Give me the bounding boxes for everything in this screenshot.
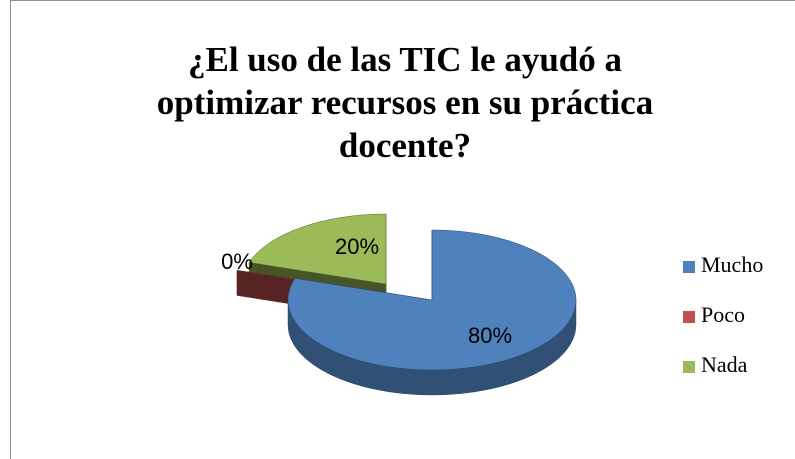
pie-slice	[287, 229, 577, 396]
slice-top	[248, 213, 387, 285]
legend-swatch	[683, 361, 695, 373]
data-label: 80%	[468, 323, 512, 348]
chart-title: ¿El uso de las TIC le ayudó a optimizar …	[156, 40, 654, 165]
data-label: 20%	[335, 234, 379, 259]
slice-top	[287, 229, 577, 371]
legend-swatch	[683, 311, 695, 323]
data-label: 0%	[221, 249, 253, 274]
legend-swatch	[683, 261, 695, 273]
chart-border	[10, 0, 795, 459]
legend-label: Mucho	[701, 252, 763, 277]
legend-label: Poco	[701, 302, 745, 327]
legend-label: Nada	[701, 352, 748, 377]
